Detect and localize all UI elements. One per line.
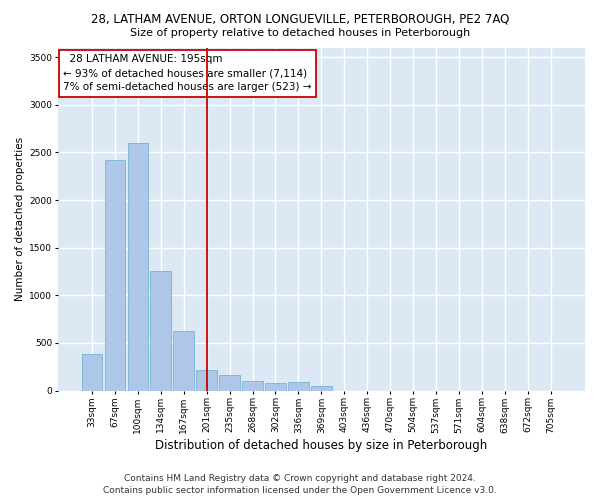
Text: Size of property relative to detached houses in Peterborough: Size of property relative to detached ho… [130, 28, 470, 38]
Bar [219, 376, 240, 390]
Bar [151, 272, 171, 390]
Bar [128, 143, 148, 390]
Bar [242, 381, 263, 390]
Bar [265, 383, 286, 390]
Bar [173, 330, 194, 390]
X-axis label: Distribution of detached houses by size in Peterborough: Distribution of detached houses by size … [155, 440, 487, 452]
Text: 28 LATHAM AVENUE: 195sqm  
← 93% of detached houses are smaller (7,114)
7% of se: 28 LATHAM AVENUE: 195sqm ← 93% of detach… [63, 54, 311, 92]
Text: Contains HM Land Registry data © Crown copyright and database right 2024.
Contai: Contains HM Land Registry data © Crown c… [103, 474, 497, 495]
Text: 28, LATHAM AVENUE, ORTON LONGUEVILLE, PETERBOROUGH, PE2 7AQ: 28, LATHAM AVENUE, ORTON LONGUEVILLE, PE… [91, 12, 509, 26]
Bar [104, 160, 125, 390]
Bar [82, 354, 103, 390]
Bar [288, 382, 309, 390]
Y-axis label: Number of detached properties: Number of detached properties [15, 137, 25, 301]
Bar [196, 370, 217, 390]
Bar [311, 386, 332, 390]
